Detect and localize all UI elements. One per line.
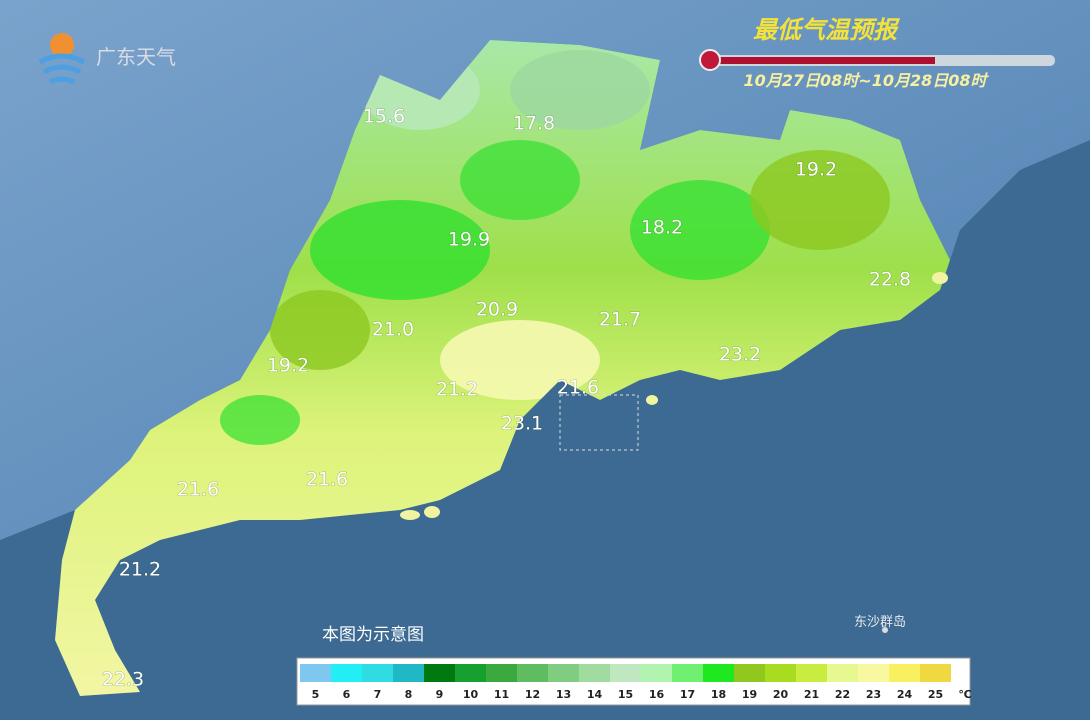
legend-swatch [393,664,424,682]
legend-label: 24 [897,688,913,701]
period: 10月27日08时~10月28日08时 [743,71,989,90]
legend-label: 6 [343,688,351,701]
temperature-label: 21.6 [557,377,599,399]
legend-label: 19 [742,688,757,701]
temperature-label: 18.2 [641,217,683,239]
note: 本图为示意图 [322,625,424,645]
temperature-label: 17.8 [513,113,555,135]
legend-label: 22 [835,688,850,701]
legend-label: 16 [649,688,665,701]
legend-swatch [765,664,796,682]
legend-swatch [424,664,455,682]
logo-text: 广东天气 [96,45,176,69]
legend-label: 25 [928,688,943,701]
islands [400,272,948,633]
legend-label: 12 [525,688,540,701]
legend-swatch [889,664,920,682]
legend-swatch [548,664,579,682]
legend-label: 10 [463,688,479,701]
legend-swatch [610,664,641,682]
legend-label: 20 [773,688,789,701]
temperature-label: 20.9 [476,299,518,321]
legend: 5 6 7 8 9 10 11 12 13 14 15 16 17 18 19 20 21 22 23 24 25 ℃ [300,664,972,701]
temperature-label: 19.2 [267,355,309,377]
hk-macau-outline [559,394,639,451]
temperature-label: 21.6 [177,479,219,501]
temperature-label: 21.2 [436,379,478,401]
legend-swatch [672,664,703,682]
legend-label: 14 [587,688,603,701]
legend-label: 18 [711,688,726,701]
legend-swatch [641,664,672,682]
logo: 广东天气 [38,33,176,85]
temperature-label: 22.3 [102,669,144,691]
neighbor-land [0,0,1090,540]
legend-label: 17 [680,688,695,701]
temperature-label: 19.9 [448,229,490,251]
legend-swatch [734,664,765,682]
legend-label: 5 [312,688,320,701]
temperature-label: 21.2 [119,559,161,581]
legend-swatch [486,664,517,682]
temperature-label: 21.6 [306,469,348,491]
legend-swatch [300,664,331,682]
legend-swatch [796,664,827,682]
legend-unit: ℃ [958,688,971,701]
legend-label: 11 [494,688,509,701]
temperature-label: 21.0 [372,319,414,341]
legend-label: 15 [618,688,633,701]
legend-swatch [858,664,889,682]
legend-swatch [517,664,548,682]
temperature-label: 22.8 [869,269,911,291]
temperature-label: 19.2 [795,159,837,181]
temperature-label: 21.7 [599,309,641,331]
temperature-label: 23.2 [719,344,761,366]
legend-swatch [362,664,393,682]
legend-swatch [331,664,362,682]
legend-label: 9 [436,688,444,701]
temperature-label: 15.6 [363,106,405,128]
map-title: 最低气温预报 [753,16,900,44]
temperature-label: 23.1 [501,413,543,435]
legend-label: 8 [405,688,413,701]
island-label: 东沙群岛 [854,614,906,630]
legend-swatch [827,664,858,682]
legend-label: 7 [374,688,382,701]
legend-label: 23 [866,688,881,701]
legend-label: 13 [556,688,571,701]
legend-swatch [579,664,610,682]
legend-swatch [455,664,486,682]
temperature-labels: 15.6 17.8 19.2 19.9 18.2 22.8 20.9 21.7 21.0 19.2… [101,105,911,691]
thermo-fill [710,57,935,64]
legend-label: 21 [804,688,819,701]
legend-swatch [920,664,951,682]
thermo-bulb [699,49,721,71]
legend-swatch [703,664,734,682]
